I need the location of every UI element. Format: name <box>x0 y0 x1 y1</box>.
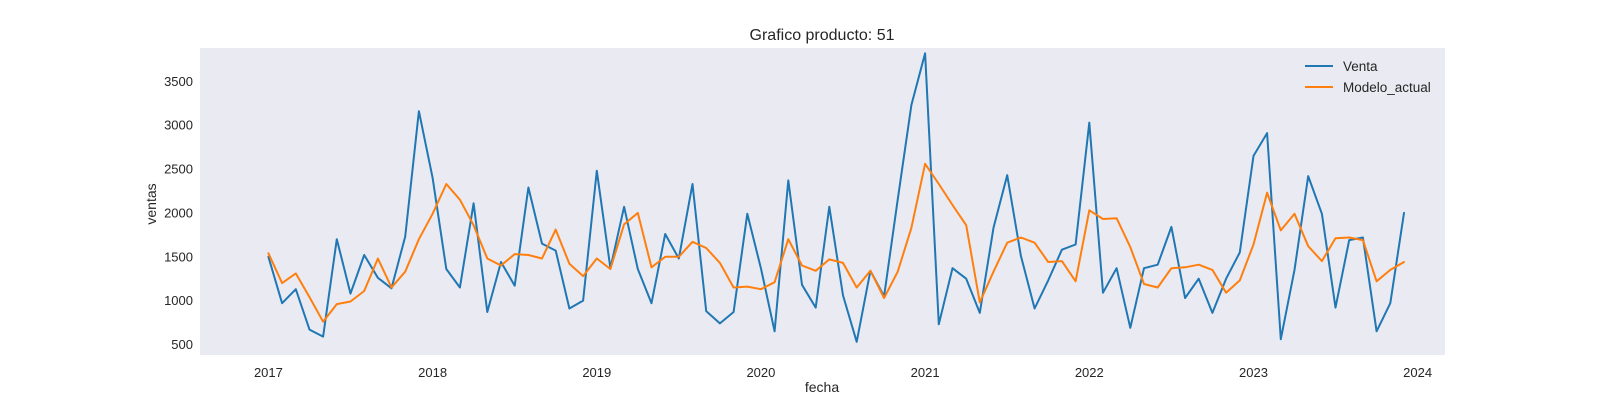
series-line-venta <box>267 52 1405 343</box>
axis-ticks: 2017 2018 2019 2020 2021 2022 2023 2024 500 1000 1… <box>164 74 1432 380</box>
y-tick-label: 3000 <box>164 118 193 133</box>
x-tick-label: 2018 <box>418 365 447 380</box>
y-axis-label: ventas <box>143 183 159 224</box>
x-tick-label: 2024 <box>1403 365 1432 380</box>
plot-area <box>200 48 1445 355</box>
legend-label: Venta <box>1343 59 1378 74</box>
legend: Venta Modelo_actual <box>1305 59 1431 95</box>
x-tick-label: 2020 <box>746 365 775 380</box>
y-tick-label: 3500 <box>164 74 193 89</box>
series-line-modelo-actual <box>267 162 1405 323</box>
y-tick-label: 500 <box>171 337 193 352</box>
y-tick-label: 2500 <box>164 162 193 177</box>
x-tick-label: 2022 <box>1075 365 1104 380</box>
legend-item-venta: Venta <box>1305 59 1378 74</box>
x-tick-label: 2019 <box>582 365 611 380</box>
legend-label: Modelo_actual <box>1343 80 1431 95</box>
legend-item-modelo-actual: Modelo_actual <box>1305 80 1431 95</box>
x-tick-label: 2021 <box>911 365 940 380</box>
y-tick-label: 1000 <box>164 293 193 308</box>
chart-title: Grafico producto: 51 <box>750 27 895 44</box>
y-tick-label: 2000 <box>164 205 193 220</box>
x-tick-label: 2023 <box>1239 365 1268 380</box>
series-lines <box>267 52 1405 343</box>
y-tick-label: 1500 <box>164 249 193 264</box>
x-tick-label: 2017 <box>254 365 283 380</box>
x-axis-label: fecha <box>805 379 839 395</box>
